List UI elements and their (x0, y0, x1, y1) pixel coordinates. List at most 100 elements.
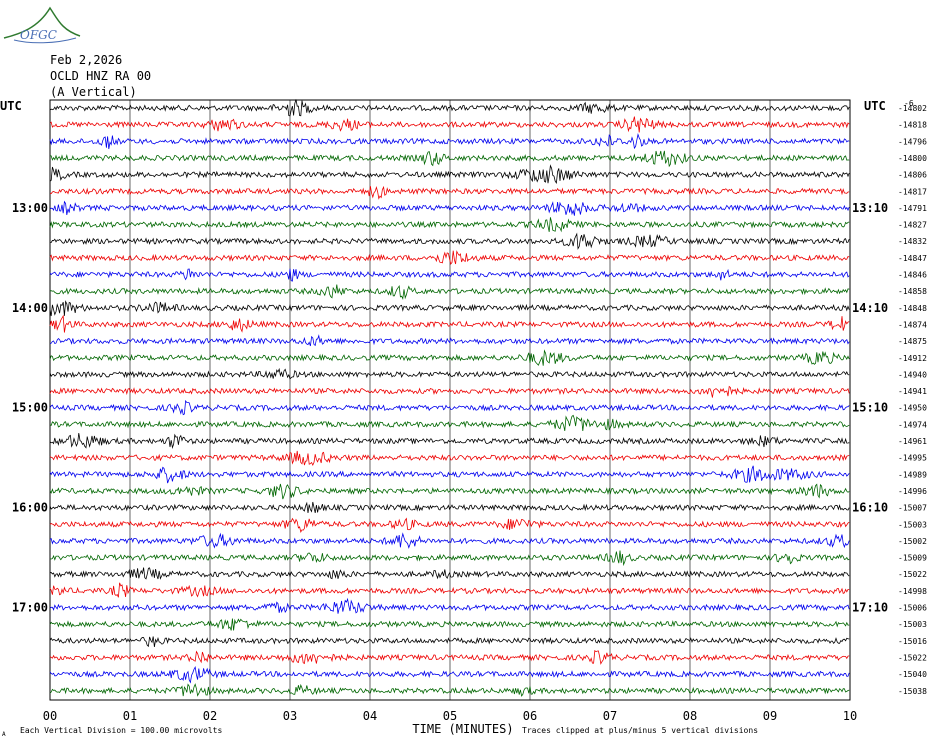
trace-offset-label: -14940 (898, 370, 927, 379)
trace-17 (49, 385, 850, 398)
logo-mountain-arc (3, 6, 81, 39)
trace-offset-label: -15003 (898, 520, 927, 529)
station-label: OCLD HNZ RA 00 (50, 69, 152, 83)
trace-11 (49, 284, 850, 300)
trace-offset-label: -15022 (898, 570, 927, 579)
trace-1 (49, 116, 850, 133)
trace-7 (49, 217, 850, 233)
trace-offset-label: -14995 (898, 454, 927, 463)
trace-offset-label: -15009 (898, 554, 927, 563)
trace-10 (49, 268, 850, 282)
trace-27 (49, 550, 850, 567)
utc-label-right: UTC (864, 99, 886, 113)
trace-offset-label: -14941 (898, 387, 927, 396)
trace-offset-label: -14950 (898, 404, 927, 413)
plot-grid (49, 99, 851, 701)
trace-29 (49, 582, 850, 598)
x-tick-label: 02 (203, 709, 217, 723)
trace-offset-label: -15038 (898, 687, 927, 696)
trace-offset-label: -14832 (898, 237, 927, 246)
trace-23 (49, 483, 850, 500)
trace-offset-label: -14817 (898, 187, 927, 196)
hour-label-right: 13:10 (852, 201, 888, 215)
x-tick-label: 05 (443, 709, 457, 723)
trace-offset-label: -15003 (898, 620, 927, 629)
trace-offset-label: -15040 (898, 670, 927, 679)
trace-offset-label: -14827 (898, 221, 927, 230)
trace-30 (49, 597, 850, 614)
logo-underline (13, 37, 77, 44)
trace-offset-label: -15007 (898, 504, 927, 513)
trace-9 (49, 250, 850, 265)
hour-label-left: 15:00 (12, 401, 48, 415)
trace-offset-label: -14912 (898, 354, 927, 363)
hour-label-right: 16:10 (852, 501, 888, 515)
hour-label-left: 16:00 (12, 501, 48, 515)
corner-mark: A (2, 731, 6, 738)
trace-offset-label: -14847 (898, 254, 927, 263)
trace-offset-label: -14848 (898, 304, 927, 313)
x-tick-label: 07 (603, 709, 617, 723)
seismic-traces (49, 99, 850, 697)
trace-33 (49, 649, 850, 665)
trace-offset-label: -14796 (898, 137, 927, 146)
trace-offset-label: -14846 (898, 271, 927, 280)
trace-14 (49, 334, 850, 347)
trace-26 (49, 532, 850, 549)
axis-labels: 00 01 02 03 04 05 06 07 08 09 10 -14802 -14818 -14796… (0, 99, 927, 738)
hour-label-right: 14:10 (852, 301, 888, 315)
trace-22 (49, 465, 850, 484)
trace-offset-label: -14998 (898, 587, 927, 596)
trace-4 (49, 164, 850, 184)
trace-21 (49, 450, 850, 466)
trace-offset-label: -15022 (898, 653, 927, 662)
trace-5 (49, 185, 850, 200)
trace-15 (49, 349, 850, 366)
trace-offset-label: -14802 (898, 104, 927, 113)
trace-offset-label: -14858 (898, 287, 927, 296)
scale-note: Each Vertical Division = 100.00 microvol… (20, 726, 222, 735)
hour-label-right: 15:10 (852, 401, 888, 415)
trace-12 (49, 300, 850, 317)
hour-label-left: 14:00 (12, 301, 48, 315)
trace-offset-label: -15016 (898, 637, 927, 646)
trace-35 (49, 683, 850, 697)
trace-28 (49, 567, 850, 580)
trace-offset-label: -14989 (898, 470, 927, 479)
date-label: Feb 2,2026 (50, 53, 123, 67)
x-tick-label: 00 (43, 709, 57, 723)
hour-label-left: 13:00 (12, 201, 48, 215)
component-label: (A Vertical) (50, 85, 137, 99)
x-tick-label: 01 (123, 709, 137, 723)
trace-31 (49, 618, 850, 631)
right-header-label: -6 (904, 99, 914, 108)
hour-label-left: 17:00 (12, 601, 48, 615)
trace-34 (49, 666, 850, 684)
trace-offset-label: -14800 (898, 154, 927, 163)
trace-24 (49, 501, 850, 514)
trace-18 (49, 399, 850, 416)
logo-text: OFGC (20, 28, 57, 42)
trace-offset-label: -14996 (898, 487, 927, 496)
trace-32 (49, 636, 850, 648)
x-tick-label: 10 (843, 709, 857, 723)
trace-offset-label: -14961 (898, 437, 927, 446)
x-tick-label: 08 (683, 709, 697, 723)
trace-16 (49, 367, 850, 380)
x-tick-label: 03 (283, 709, 297, 723)
trace-3 (49, 150, 850, 168)
x-axis-title: TIME (MINUTES) (412, 722, 513, 736)
clip-note: Traces clipped at plus/minus 5 vertical … (522, 726, 758, 735)
trace-6 (49, 200, 850, 216)
x-tick-label: 09 (763, 709, 777, 723)
trace-offset-label: -15002 (898, 537, 927, 546)
trace-20 (49, 432, 850, 450)
trace-0 (49, 99, 850, 117)
utc-label-left: UTC (0, 99, 22, 113)
x-tick-label: 04 (363, 709, 377, 723)
x-tick-label: 06 (523, 709, 537, 723)
trace-offset-label: -14974 (898, 420, 927, 429)
trace-2 (49, 133, 850, 150)
trace-8 (49, 232, 850, 250)
